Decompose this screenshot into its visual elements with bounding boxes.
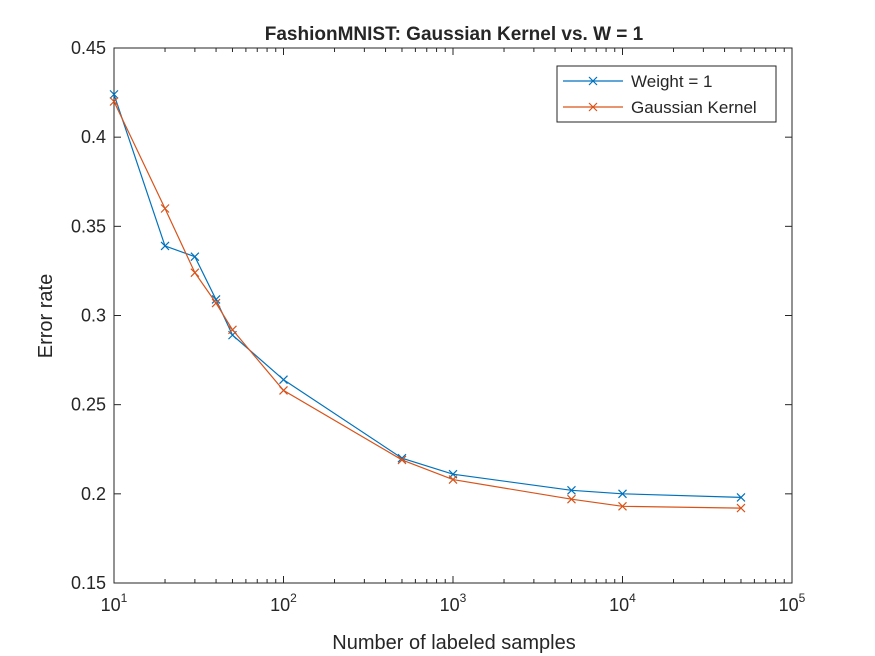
series-0-marker [160,241,170,251]
series-0-marker [567,485,576,495]
chart-title: FashionMNIST: Gaussian Kernel vs. W = 1 [265,24,644,45]
series-1-marker [190,268,200,278]
x-tick-label: 102 [270,591,297,615]
series-0-marker [190,252,200,262]
x-tick-label: 104 [609,591,636,615]
y-tick-label: 0.35 [71,216,106,236]
y-tick-label: 0.2 [81,484,106,504]
x-tick-label: 101 [101,591,128,615]
x-tick-label: 105 [779,591,806,615]
series-1-marker [211,298,221,308]
y-tick-label: 0.3 [81,306,106,326]
series-1-marker [109,97,119,106]
y-tick-label: 0.15 [71,573,106,593]
y-tick-label: 0.45 [71,38,106,58]
series-1-marker [279,385,288,395]
series-1-marker [397,455,407,465]
legend-marker-1 [588,102,598,112]
series-0-marker [279,375,288,385]
series-1-marker [228,325,237,335]
series-1-marker [448,475,458,484]
y-axis-label: Error rate [35,274,57,358]
series-0-marker [109,89,119,99]
legend-label: Gaussian Kernel [631,98,757,117]
series-1-marker [736,503,746,513]
legend-box [556,65,777,123]
series-0-marker [736,492,746,502]
series-0-marker [618,489,627,499]
x-tick-label: 103 [440,591,467,615]
series-0-marker [211,295,221,304]
series-1-marker [160,204,170,213]
x-axis-label: Number of labeled samples [332,632,575,654]
series-1-marker [567,494,576,504]
legend-label: Weight = 1 [631,72,712,91]
series-1-marker [618,501,627,511]
legend-marker-0 [588,76,598,86]
y-tick-label: 0.4 [81,127,106,147]
y-tick-label: 0.25 [71,395,106,415]
